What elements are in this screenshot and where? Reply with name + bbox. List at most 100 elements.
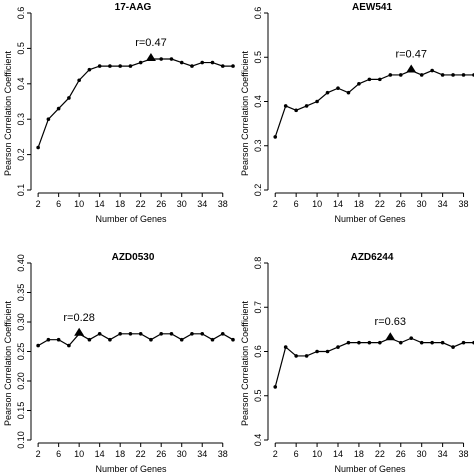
data-point <box>283 345 288 349</box>
y-tick-label: 0.4 <box>16 78 26 91</box>
data-point <box>440 340 445 345</box>
data-point <box>398 340 403 345</box>
data-point <box>36 343 40 348</box>
data-point <box>67 343 71 348</box>
y-tick-label: 0.30 <box>16 313 26 331</box>
data-point <box>283 104 288 108</box>
data-point <box>220 332 225 336</box>
series-line <box>274 69 474 138</box>
series-line <box>274 337 474 388</box>
max-annotation: r=0.28 <box>63 312 95 324</box>
x-tick-label: 30 <box>177 199 187 209</box>
data-point <box>304 104 309 108</box>
data-point <box>294 354 298 358</box>
x-tick-label: 10 <box>312 199 322 209</box>
data-point <box>77 78 81 83</box>
data-point <box>97 64 102 68</box>
data-point <box>357 82 361 86</box>
y-tick-label: 0.1 <box>16 184 26 197</box>
data-point <box>273 135 278 139</box>
data-point <box>87 337 92 342</box>
data-point <box>346 90 351 95</box>
x-tick-label: 2 <box>36 199 41 209</box>
data-point <box>46 337 51 342</box>
data-point <box>461 340 466 345</box>
data-point <box>388 73 393 77</box>
data-point <box>315 349 319 354</box>
chart-panel-4: AZD6244 0.4 0.5 0.6 0.7 0.8 Pearson Correlatio… <box>240 252 474 474</box>
x-tick-label: 18 <box>354 199 364 209</box>
data-point <box>179 60 184 65</box>
data-point <box>56 337 61 342</box>
data-point <box>336 86 340 91</box>
x-tick-label: 38 <box>459 199 469 209</box>
data-point <box>67 96 71 100</box>
data-point <box>336 345 340 349</box>
y-tick-label: 0.2 <box>253 184 263 197</box>
data-point <box>118 64 122 68</box>
data-point <box>169 57 174 61</box>
data-point <box>190 64 194 68</box>
data-point <box>56 106 61 111</box>
x-tick-label: 26 <box>156 449 166 459</box>
y-tick-label: 0.3 <box>253 139 263 152</box>
max-point-triangle <box>385 332 396 341</box>
data-point <box>190 332 194 336</box>
chart-title: AEW541 <box>352 2 392 13</box>
x-tick-label: 10 <box>74 199 84 209</box>
x-axis-label: Number of Genes <box>334 464 406 474</box>
y-tick-label: 0.35 <box>16 284 26 302</box>
x-tick-label: 6 <box>56 449 61 459</box>
y-tick-label: 0.7 <box>253 301 263 314</box>
series-line <box>37 58 233 148</box>
x-axis-label: Number of Genes <box>95 214 167 224</box>
y-tick-label: 0.6 <box>16 7 26 20</box>
y-axis-label: Pearson Correlation Coefficient <box>3 51 13 176</box>
x-tick-label: 22 <box>136 449 146 459</box>
data-point <box>378 340 382 345</box>
data-point <box>108 337 112 342</box>
max-point-triangle <box>406 64 417 73</box>
y-tick-label: 0.8 <box>253 257 263 270</box>
x-tick-label: 2 <box>273 199 278 209</box>
max-annotation: r=0.63 <box>375 316 407 328</box>
data-point <box>210 337 215 342</box>
data-point <box>440 73 445 77</box>
x-tick-label: 34 <box>197 449 207 459</box>
data-point <box>87 67 92 72</box>
y-tick-label: 0.4 <box>253 434 263 447</box>
x-tick-label: 30 <box>417 449 427 459</box>
max-annotation: r=0.47 <box>135 37 167 49</box>
data-point <box>419 73 424 77</box>
data-point <box>304 354 309 358</box>
y-tick-label: 0.5 <box>253 389 263 402</box>
max-point-triangle <box>74 327 85 336</box>
data-point <box>138 332 143 336</box>
data-point <box>430 68 434 73</box>
y-tick-label: 0.10 <box>16 431 26 449</box>
y-tick-label: 0.40 <box>16 254 26 272</box>
data-point <box>315 99 319 104</box>
data-point <box>367 77 372 82</box>
x-tick-label: 6 <box>56 199 61 209</box>
x-tick-label: 6 <box>294 199 299 209</box>
data-point <box>210 60 215 65</box>
x-tick-label: 6 <box>294 449 299 459</box>
x-tick-label: 34 <box>197 199 207 209</box>
chart-panel-3: AZD0530 0.10 0.15 0.20 0.25 0.30 0.35 0.40 Pears… <box>3 252 235 474</box>
data-point <box>97 332 102 336</box>
y-tick-label: 0.4 <box>253 95 263 108</box>
data-point <box>419 340 424 345</box>
x-tick-label: 10 <box>312 449 322 459</box>
data-point <box>398 73 403 77</box>
data-point <box>231 64 235 68</box>
x-tick-label: 38 <box>459 449 469 459</box>
x-tick-label: 30 <box>177 449 187 459</box>
x-tick-label: 18 <box>354 449 364 459</box>
x-tick-label: 14 <box>333 449 343 459</box>
x-tick-label: 22 <box>136 199 146 209</box>
x-tick-label: 26 <box>396 449 406 459</box>
data-point <box>231 337 235 342</box>
chart-panel-1: 17-AAG 0.1 0.2 0.3 0.4 0.5 0.6 Pearson Correlat… <box>3 2 235 224</box>
